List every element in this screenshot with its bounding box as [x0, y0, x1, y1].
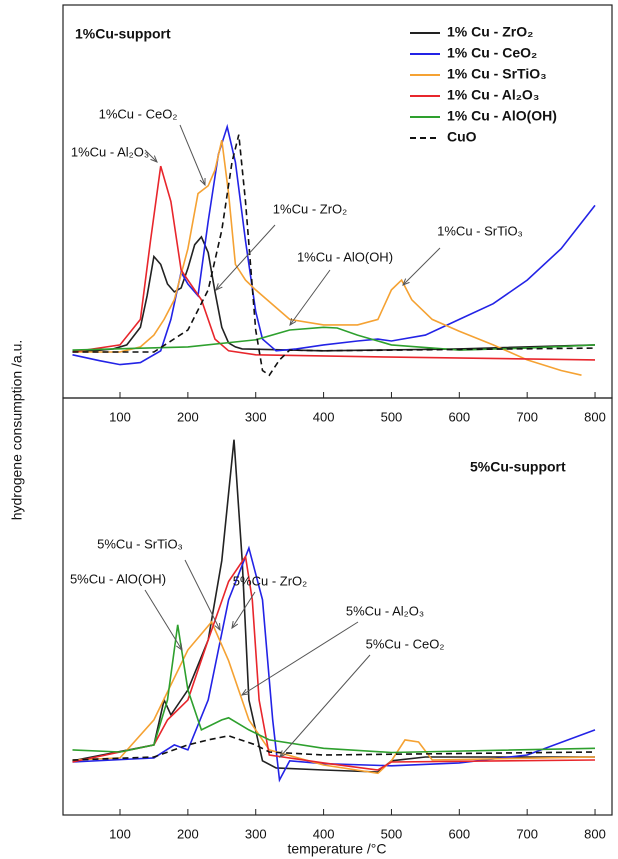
- x-tick-label: 800: [584, 409, 606, 424]
- annotation-arrow: [144, 149, 158, 163]
- annotation-arrow: [279, 654, 371, 758]
- annotation: 1%Cu - AlO(OH): [297, 249, 393, 264]
- annotation: 5%Cu - ZrO₂: [233, 573, 307, 588]
- annotation: 1%Cu - CeO₂: [99, 106, 178, 121]
- annotation: 1%Cu - SrTiO₃: [437, 223, 523, 238]
- legend-label: CuO: [447, 129, 477, 145]
- curve: [72, 620, 596, 775]
- curve: [72, 134, 596, 377]
- x-tick-label: 700: [516, 409, 538, 424]
- curve: [72, 554, 596, 771]
- x-tick-label: 600: [448, 409, 470, 424]
- x-tick-label: 200: [177, 409, 199, 424]
- x-tick-label: 500: [381, 409, 403, 424]
- annotation: 5%Cu - Al₂O₃: [346, 603, 424, 618]
- x-tick-label: 300: [245, 826, 267, 841]
- annotation-arrow: [184, 559, 221, 631]
- annotation-arrow: [402, 247, 441, 286]
- x-tick-label: 400: [313, 826, 335, 841]
- arrow-head: [240, 688, 249, 696]
- legend-label: 1% Cu - Al₂O₃: [447, 87, 539, 103]
- x-tick-label: 200: [177, 826, 199, 841]
- curve: [72, 624, 596, 754]
- annotation-arrow: [231, 591, 256, 629]
- curve: [72, 140, 582, 376]
- panel-title: 1%Cu-support: [75, 26, 171, 42]
- annotation: 5%Cu - AlO(OH): [70, 571, 166, 586]
- annotation-arrow: [144, 589, 183, 651]
- legend-label: 1% Cu - AlO(OH): [447, 108, 557, 124]
- plot-frame: [62, 397, 613, 816]
- curve: [72, 235, 596, 352]
- x-tick-label: 500: [381, 826, 403, 841]
- arrow-head: [199, 177, 206, 187]
- x-tick-label: 400: [313, 409, 335, 424]
- arrow-head: [215, 283, 223, 291]
- annotation: 5%Cu - SrTiO₃: [97, 536, 183, 551]
- panel-title: 5%Cu-support: [470, 459, 566, 475]
- legend-label: 1% Cu - ZrO₂: [447, 24, 533, 40]
- annotation-arrow: [289, 269, 331, 326]
- arrow-head: [231, 621, 239, 630]
- annotation: 1%Cu - Al₂O₃: [71, 144, 149, 159]
- annotation-arrow: [241, 621, 359, 696]
- curve: [72, 165, 596, 361]
- curve: [72, 734, 596, 761]
- x-tick-label: 300: [245, 409, 267, 424]
- arrow-head: [150, 155, 158, 163]
- legend-label: 1% Cu - CeO₂: [447, 45, 537, 61]
- annotation: 1%Cu - ZrO₂: [273, 201, 347, 216]
- x-tick-label: 700: [516, 826, 538, 841]
- x-tick-label: 100: [109, 409, 131, 424]
- x-tick-label: 800: [584, 826, 606, 841]
- annotation: 5%Cu - CeO₂: [366, 636, 445, 651]
- x-tick-label: 600: [448, 826, 470, 841]
- arrow-head: [214, 622, 221, 632]
- annotation-arrow: [179, 124, 206, 186]
- arrow-head: [289, 318, 297, 327]
- y-axis-label: hydrogene consumption /a.u.: [9, 340, 25, 521]
- arrow-head: [279, 750, 287, 758]
- arrow-head: [176, 643, 183, 652]
- x-tick-label: 100: [109, 826, 131, 841]
- legend-label: 1% Cu - SrTiO₃: [447, 66, 547, 82]
- arrow-head: [402, 278, 410, 286]
- annotation-arrow: [215, 224, 276, 291]
- x-axis-label: temperature /°C: [288, 841, 387, 857]
- curve: [72, 123, 596, 366]
